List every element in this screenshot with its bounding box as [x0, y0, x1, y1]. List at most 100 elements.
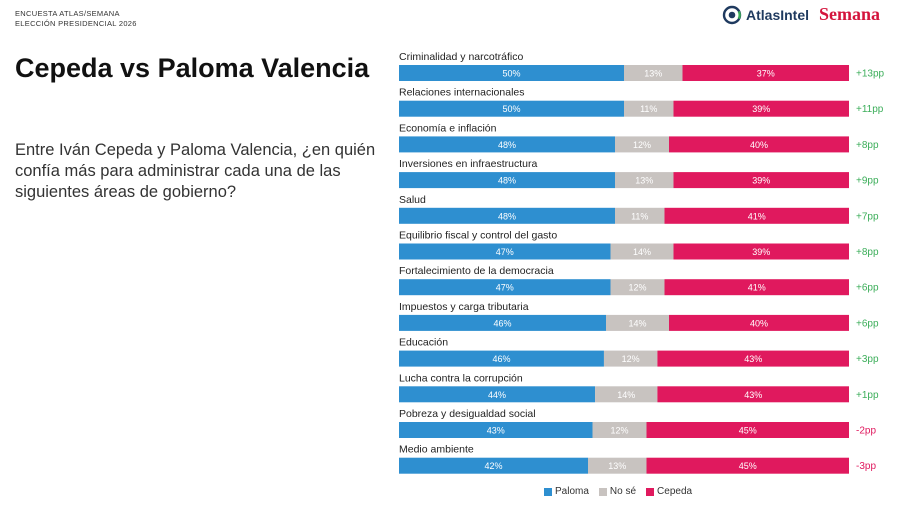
data-label-paloma: 50%	[502, 104, 520, 114]
difference-label: +11pp	[856, 104, 884, 115]
category-label: Impuestos y carga tributaria	[399, 301, 529, 313]
bar-segment-paloma	[399, 136, 615, 153]
difference-label: +6pp	[856, 283, 879, 294]
difference-label: +6pp	[856, 318, 879, 329]
data-label-no-se: 11%	[631, 211, 648, 221]
atlasintel-logo-text: AtlasIntel	[746, 7, 810, 23]
data-label-cepeda: 45%	[739, 461, 757, 471]
bar-segment-paloma	[399, 243, 611, 260]
difference-label: +8pp	[856, 140, 879, 151]
bar-segment-cepeda	[669, 314, 849, 331]
stacked-bar-chart: Criminalidad y narcotráfico 50% 13% 37% +13p…	[396, 46, 892, 481]
legend-swatch-cepeda	[646, 487, 655, 496]
bar-segment-paloma	[399, 65, 624, 81]
data-label-no-se: 14%	[617, 390, 635, 400]
data-label-paloma: 50%	[502, 69, 520, 79]
data-label-no-se: 12%	[628, 283, 646, 293]
data-label-paloma: 47%	[496, 283, 514, 293]
bar-segment-paloma	[399, 100, 624, 117]
data-label-no-se: 12%	[610, 426, 628, 436]
chart-row-relaciones-internacionales: Relaciones internacionales 50% 11% 39% +11pp	[399, 87, 884, 117]
category-label: Criminalidad y narcotráfico	[399, 51, 523, 63]
data-label-cepeda: 41%	[748, 211, 766, 221]
bar-segment-no-se	[606, 314, 669, 331]
bar-segment-cepeda	[669, 136, 849, 153]
difference-label: +7pp	[856, 211, 879, 222]
legend-item-no-se: No sé	[598, 486, 636, 497]
survey-question: Entre Iván Cepeda y Paloma Valencia, ¿en…	[15, 141, 376, 201]
data-label-no-se: 13%	[644, 69, 662, 79]
bar-segment-paloma	[399, 172, 615, 189]
data-label-paloma: 48%	[498, 176, 516, 186]
bar-segment-cepeda	[673, 172, 849, 189]
data-label-no-se: 14%	[628, 318, 646, 328]
bar-segment-paloma	[399, 279, 611, 296]
bar-segment-paloma	[399, 386, 596, 403]
data-label-no-se: 12%	[622, 354, 640, 364]
bar-segment-no-se	[624, 65, 683, 81]
legend-item-cepeda: Cepeda	[646, 486, 692, 497]
chart-row-impuestos-y-carga-tributaria: Impuestos y carga tributaria 46% 14% 40% +6p…	[399, 301, 879, 331]
bar-segment-no-se	[603, 350, 658, 367]
bar-segment-cepeda	[673, 243, 849, 260]
legend-label-paloma: Paloma	[555, 486, 589, 497]
data-label-no-se: 11%	[640, 104, 657, 114]
bar-segment-cepeda	[682, 65, 849, 81]
bar-segment-cepeda	[664, 279, 849, 296]
bar-segment-paloma	[399, 422, 593, 438]
election-label: ELECCIÓN PRESIDENCIAL 2026	[15, 19, 137, 28]
data-label-paloma: 47%	[496, 247, 514, 257]
difference-label: +3pp	[856, 354, 879, 365]
difference-label: -2pp	[856, 426, 876, 437]
bar-segment-no-se	[610, 243, 674, 260]
difference-label: +13pp	[856, 69, 885, 80]
chart-row-educacion: Educación 46% 12% 43% +3pp	[399, 337, 879, 367]
category-label: Pobreza y desigualdad social	[399, 408, 536, 420]
difference-label: -3pp	[856, 461, 876, 472]
chart-row-lucha-contra-la-corrupcion: Lucha contra la corrupción 44% 14% 43% +1pp	[399, 372, 879, 403]
category-label: Relaciones internacionales	[399, 87, 525, 99]
data-label-paloma: 44%	[488, 390, 506, 400]
chart-legend: Paloma No sé Cepeda	[544, 486, 692, 497]
data-label-cepeda: 41%	[748, 283, 766, 293]
legend-item-paloma: Paloma	[544, 486, 589, 497]
data-label-paloma: 48%	[498, 211, 516, 221]
legend-label-cepeda: Cepeda	[657, 486, 693, 497]
data-label-no-se: 12%	[633, 140, 651, 150]
data-label-cepeda: 40%	[750, 318, 768, 328]
chart-row-inversiones-en-infraestructura: Inversiones en infraestructura 48% 13% 39% +…	[399, 158, 879, 189]
bar-segment-no-se	[615, 207, 665, 224]
difference-label: +8pp	[856, 247, 879, 258]
category-label: Educación	[399, 337, 448, 349]
data-label-paloma: 46%	[493, 318, 511, 328]
category-label: Inversiones en infraestructura	[399, 158, 537, 170]
bar-segment-no-se	[615, 136, 669, 153]
chart-row-salud: Salud 48% 11% 41% +7pp	[399, 194, 879, 224]
data-label-cepeda: 45%	[739, 426, 757, 436]
bar-segment-cepeda	[657, 350, 849, 367]
legend-swatch-no-se	[598, 487, 607, 496]
bar-segment-cepeda	[646, 422, 849, 438]
bar-segment-no-se	[610, 279, 665, 296]
category-label: Equilibrio fiscal y control del gasto	[399, 230, 557, 242]
data-label-cepeda: 37%	[757, 69, 775, 79]
chart-row-fortalecimiento-de-la-democracia: Fortalecimiento de la democracia 47% 12% 41…	[399, 265, 879, 296]
chart-row-pobreza-y-desigualdad-social: Pobreza y desigualdad social 43% 12% 45% -2p…	[399, 408, 876, 438]
data-label-paloma: 46%	[492, 354, 510, 364]
chart-row-criminalidad-y-narcotrafico: Criminalidad y narcotráfico 50% 13% 37% +13p…	[399, 51, 885, 81]
bar-segment-cepeda	[673, 100, 849, 117]
bar-segment-no-se	[592, 422, 647, 438]
legend-swatch-paloma	[544, 487, 552, 496]
bar-segment-paloma	[399, 207, 615, 224]
bar-segment-cepeda	[646, 457, 849, 474]
category-label: Lucha contra la corrupción	[399, 372, 523, 384]
data-label-cepeda: 40%	[750, 140, 768, 150]
difference-label: +9pp	[856, 176, 879, 187]
bar-segment-no-se	[588, 457, 647, 474]
data-label-no-se: 14%	[633, 247, 651, 257]
bar-segment-no-se	[615, 172, 674, 189]
chart-row-equilibrio-fiscal-y-control-del-gasto: Equilibrio fiscal y control del gasto 47%…	[399, 230, 879, 260]
data-label-cepeda: 43%	[744, 354, 762, 364]
data-label-cepeda: 43%	[744, 390, 762, 400]
